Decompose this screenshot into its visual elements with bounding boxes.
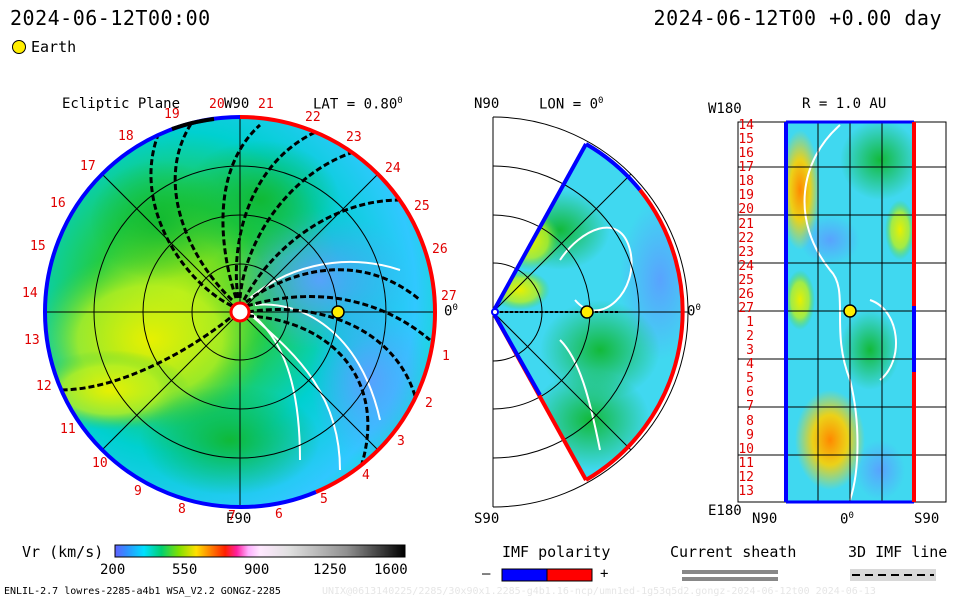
radial-number: 27 [738, 300, 754, 316]
ecliptic-number: 20 [209, 97, 225, 112]
lon-label: LON = 00 [539, 96, 604, 113]
ecliptic-number: 9 [134, 484, 142, 499]
ecliptic-top-label: W90 [224, 96, 250, 112]
ecliptic-number: 10 [92, 456, 108, 471]
radial-number: 20 [738, 202, 754, 218]
meridional-right-label: 00 [687, 303, 701, 320]
imf-plus-label: + [600, 566, 609, 582]
ecliptic-number: 25 [414, 199, 430, 214]
earth-legend-label: Earth [31, 38, 77, 56]
ecliptic-number: 2 [425, 396, 433, 411]
footer-model-info: ENLIL-2.7 lowres-2285-a4b1 WSA_V2.2 GONG… [4, 586, 281, 597]
radial-top-left: W180 [708, 101, 742, 117]
ecliptic-number: 16 [50, 196, 66, 211]
ecliptic-number: 14 [22, 286, 38, 301]
radial-shell-panel [737, 120, 947, 504]
ecliptic-right-label: 00 [444, 303, 458, 320]
radial-number: 6 [746, 385, 754, 401]
radial-number: 17 [738, 160, 754, 176]
ecliptic-number: 1 [442, 349, 450, 364]
ecliptic-number: 13 [24, 333, 40, 348]
imf-minus-label: – [482, 566, 491, 582]
ecliptic-number: 7 [228, 509, 236, 524]
meridional-plane-panel [491, 116, 689, 508]
ecliptic-number: 17 [80, 159, 96, 174]
ecliptic-number: 3 [397, 434, 405, 449]
footer-run-id: UNIX@0613140225/2285/30x90x1.2285-g4b1.1… [322, 586, 876, 597]
ecliptic-number: 6 [275, 507, 283, 522]
datetime-right: 2024-06-12T00 +0.00 day [653, 6, 942, 30]
radial-axis-mid: 00 [840, 511, 854, 528]
ecliptic-number: 22 [305, 110, 321, 125]
colorbar-tick: 200 [100, 562, 126, 578]
meridional-bottom-left: S90 [474, 511, 500, 527]
datetime-left: 2024-06-12T00:00 [10, 6, 211, 30]
ecliptic-number: 26 [432, 242, 448, 257]
radial-number: 2 [746, 329, 754, 345]
radial-number: 1 [746, 315, 754, 331]
colorbar-tick: 1250 [313, 562, 347, 578]
radial-number: 4 [746, 357, 754, 373]
colorbar-label: Vr (km/s) [22, 543, 104, 561]
colorbar-tick: 900 [244, 562, 270, 578]
velocity-colorbar [114, 544, 406, 558]
radial-number: 24 [738, 258, 754, 274]
ecliptic-bottom-label: E90 [226, 511, 252, 527]
radial-bottom-left: E180 [708, 503, 742, 519]
radial-number: 8 [746, 413, 754, 429]
radial-number: 7 [746, 399, 754, 415]
imf-negative-swatch [501, 568, 548, 582]
ecliptic-title: Ecliptic Plane [62, 96, 181, 112]
radial-number: 21 [738, 216, 754, 232]
ecliptic-number: 19 [164, 107, 180, 122]
radius-label: R = 1.0 AU [802, 96, 887, 112]
ecliptic-number: 11 [60, 422, 76, 437]
radial-number: 13 [738, 483, 754, 499]
colorbar-tick: 1600 [374, 562, 408, 578]
colorbar-tick: 550 [172, 562, 198, 578]
imf-line-title: 3D IMF line [848, 543, 948, 561]
radial-number: 12 [738, 469, 754, 485]
radial-number: 16 [738, 146, 754, 162]
radial-axis-left: N90 [752, 511, 778, 527]
ecliptic-number: 21 [258, 97, 274, 112]
ecliptic-number: 27 [441, 289, 457, 304]
ecliptic-number: 18 [118, 129, 134, 144]
ecliptic-plane-panel [42, 115, 438, 510]
radial-number: 22 [738, 230, 754, 246]
ecliptic-number: 4 [362, 468, 370, 483]
radial-axis-right: S90 [914, 511, 940, 527]
radial-number: 26 [738, 286, 754, 302]
radial-number: 15 [738, 132, 754, 148]
earth-marker-icon [12, 40, 26, 54]
imf-positive-swatch [546, 568, 593, 582]
ecliptic-number: 5 [320, 492, 328, 507]
radial-number: 5 [746, 371, 754, 387]
radial-number: 23 [738, 244, 754, 260]
radial-number: 25 [738, 272, 754, 288]
radial-number: 14 [738, 118, 754, 133]
ecliptic-number: 15 [30, 239, 46, 254]
radial-number: 11 [738, 455, 754, 471]
radial-number: 9 [746, 427, 754, 443]
ecliptic-number: 8 [178, 502, 186, 517]
radial-number: 19 [738, 188, 754, 204]
current-sheath-title: Current sheath [670, 543, 797, 561]
ecliptic-number: 23 [346, 130, 362, 145]
lat-label: LAT = 0.800 [313, 96, 403, 113]
imf-polarity-title: IMF polarity [502, 543, 611, 561]
meridional-top-left: N90 [474, 96, 500, 112]
ecliptic-number: 24 [385, 161, 401, 176]
ecliptic-number: 12 [36, 379, 52, 394]
radial-number: 3 [746, 343, 754, 359]
radial-number: 10 [738, 441, 754, 457]
radial-number: 18 [738, 174, 754, 190]
